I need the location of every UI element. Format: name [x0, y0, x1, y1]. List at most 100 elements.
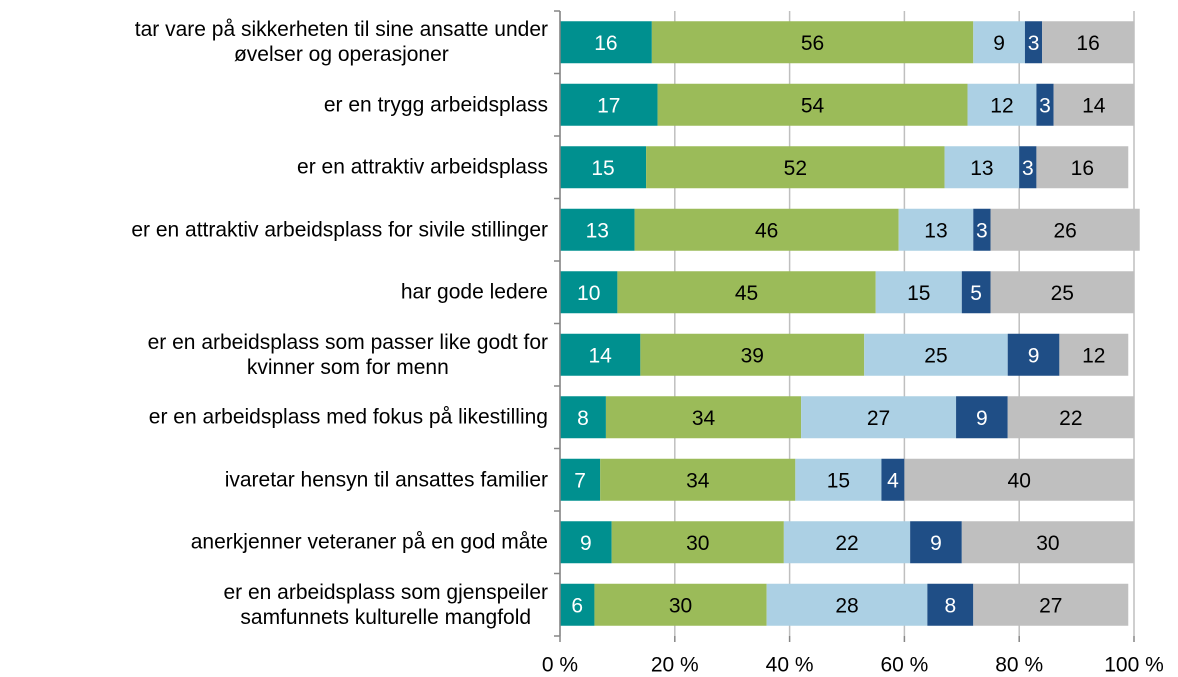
data-label: 30 [686, 532, 709, 555]
bar-segment [560, 21, 652, 64]
data-label: 9 [976, 407, 988, 430]
category-label: tar vare på sikkerheten til sine ansatte… [134, 18, 548, 67]
bar-segment [864, 333, 1008, 376]
bar-segment [651, 21, 974, 64]
category-label: anerkjenner veteraner på en god måte [190, 530, 548, 554]
bar-segment [1059, 333, 1129, 376]
bar-segment [560, 333, 641, 376]
data-label: 30 [669, 594, 692, 617]
data-label: 54 [801, 94, 825, 117]
bar-segment [640, 333, 865, 376]
data-label: 15 [907, 282, 930, 305]
bar-segment [1042, 21, 1134, 64]
data-label: 34 [692, 407, 716, 430]
x-tick-label: 80 % [995, 654, 1043, 677]
category-label: har gode ledere [400, 280, 548, 304]
bar-segment [766, 583, 928, 626]
data-label: 6 [571, 594, 583, 617]
data-label: 3 [976, 219, 988, 242]
bar-segment [634, 208, 899, 251]
category-label: er en attraktiv arbeidsplass [297, 155, 548, 179]
bar-segment [795, 458, 882, 501]
bar-segment [898, 208, 974, 251]
bar-segment [973, 208, 991, 251]
bar-segment [1007, 333, 1060, 376]
data-label: 9 [1028, 344, 1040, 367]
bar-segment [904, 458, 1134, 501]
bar-segment [594, 583, 767, 626]
bar-segment [973, 583, 1129, 626]
data-label: 27 [1039, 594, 1062, 617]
data-label: 12 [1082, 344, 1105, 367]
data-label: 45 [735, 282, 758, 305]
bar-segment [1007, 396, 1134, 439]
data-label: 28 [835, 594, 858, 617]
data-label: 8 [577, 407, 589, 430]
data-label: 27 [867, 407, 890, 430]
data-label: 15 [827, 469, 850, 492]
data-label: 52 [784, 157, 807, 180]
data-label: 3 [1028, 32, 1040, 55]
data-label: 40 [1008, 469, 1031, 492]
bar-segment [967, 83, 1037, 126]
bar-segment [801, 396, 957, 439]
data-label: 9 [580, 532, 592, 555]
bar-segment [783, 521, 911, 564]
data-label: 9 [930, 532, 942, 555]
data-label: 16 [1071, 157, 1094, 180]
data-label: 4 [887, 469, 899, 492]
bar-segment [1019, 146, 1037, 189]
bar-segment [910, 521, 962, 564]
data-label: 9 [993, 32, 1005, 55]
data-label: 8 [944, 594, 956, 617]
data-label: 22 [835, 532, 858, 555]
category-label: er en attraktiv arbeidsplass for sivile … [131, 218, 548, 242]
bar-segment [1053, 83, 1134, 126]
data-label: 39 [741, 344, 764, 367]
bar-segment [990, 208, 1140, 251]
bar-segment [560, 83, 658, 126]
x-tick-label: 40 % [766, 654, 814, 677]
bar-segment [1036, 146, 1129, 189]
data-label: 30 [1036, 532, 1059, 555]
data-label: 25 [924, 344, 947, 367]
data-label: 46 [755, 219, 778, 242]
bar-segment [617, 271, 876, 314]
bar-segment [560, 458, 601, 501]
data-label: 5 [970, 282, 982, 305]
data-label: 15 [591, 157, 614, 180]
category-label: er en arbeidsplass som gjenspeiler samfu… [223, 580, 548, 629]
bar-segment [961, 521, 1134, 564]
bar-segment [560, 146, 647, 189]
bar-segment [560, 521, 612, 564]
data-label: 7 [574, 469, 586, 492]
data-label: 14 [1082, 94, 1106, 117]
bar-segment [956, 396, 1008, 439]
bar-segment [927, 583, 974, 626]
bar-segment [881, 458, 905, 501]
data-label: 3 [1022, 157, 1034, 180]
bar-segment [1024, 21, 1043, 64]
data-label: 3 [1039, 94, 1051, 117]
bar-segment [1036, 83, 1054, 126]
bar-segment [560, 396, 606, 439]
bar-segment [605, 396, 802, 439]
data-label: 25 [1051, 282, 1074, 305]
data-label: 13 [586, 219, 609, 242]
data-label: 16 [594, 32, 617, 55]
bar-segment [560, 208, 635, 251]
x-tick-label: 60 % [880, 654, 928, 677]
category-label: er en arbeidsplass som passer like godt … [147, 330, 548, 379]
data-label: 14 [589, 344, 613, 367]
data-label: 13 [970, 157, 993, 180]
bar-segment [973, 21, 1025, 64]
data-label: 56 [801, 32, 824, 55]
category-label: ivaretar hensyn til ansattes familier [224, 468, 548, 492]
data-label: 17 [597, 94, 620, 117]
bar-segment [560, 583, 595, 626]
data-label: 13 [924, 219, 947, 242]
bar-segment [944, 146, 1020, 189]
bar-segment [611, 521, 784, 564]
bar-segment [961, 271, 991, 314]
x-tick-label: 20 % [651, 654, 699, 677]
